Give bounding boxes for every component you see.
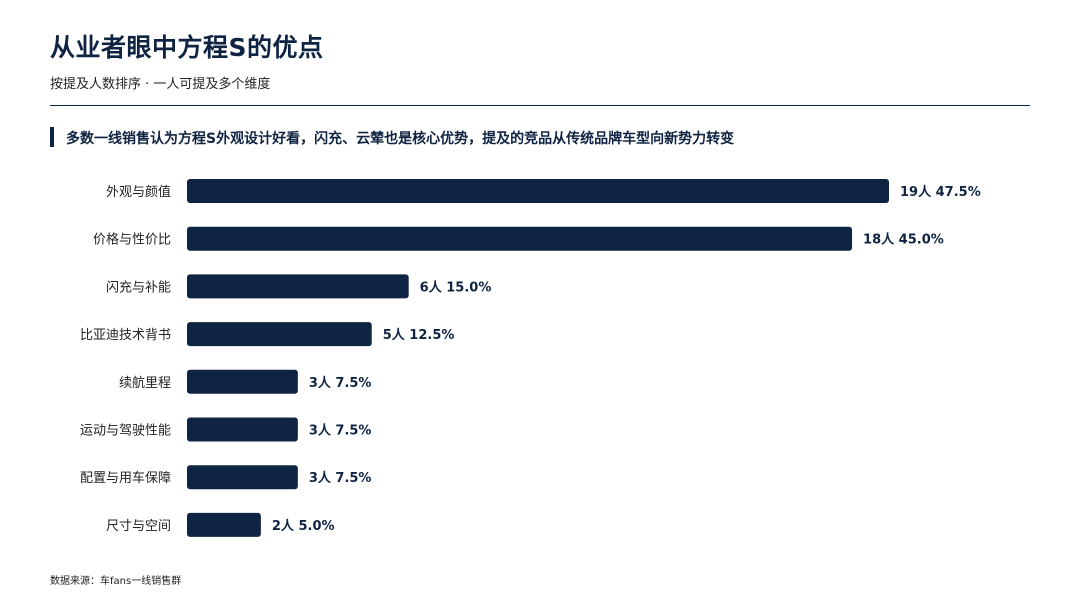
value-label: 5人 12.5% <box>383 327 455 343</box>
bar <box>187 322 372 347</box>
value-label: 3人 7.5% <box>309 470 372 486</box>
callout-accent-bar <box>50 127 54 147</box>
category-label: 价格与性价比 <box>93 232 171 248</box>
value-label: 2人 5.0% <box>272 518 335 534</box>
value-label: 3人 7.5% <box>309 423 372 439</box>
bar <box>187 465 298 490</box>
page-subtitle: 按提及人数排序 · 一人可提及多个维度 <box>50 77 271 92</box>
value-label: 18人 45.0% <box>863 232 944 248</box>
header-divider <box>50 105 1030 106</box>
category-label: 闪充与补能 <box>106 279 171 295</box>
category-label: 比亚迪技术背书 <box>80 328 171 343</box>
bar <box>187 226 853 251</box>
category-label: 配置与用车保障 <box>80 470 171 486</box>
bar <box>187 369 298 394</box>
category-label: 续航里程 <box>119 375 171 391</box>
value-label: 6人 15.0% <box>420 279 492 295</box>
category-label: 尺寸与空间 <box>106 519 171 534</box>
callout-text: 多数一线销售认为方程S外观设计好看，闪充、云辇也是核心优势，提及的竞品从传统品牌… <box>66 131 735 147</box>
category-label: 运动与驾驶性能 <box>80 424 171 439</box>
source-note: 数据来源：车fans一线销售群 <box>50 576 182 587</box>
bar <box>187 274 409 299</box>
value-label: 3人 7.5% <box>309 375 372 391</box>
bar <box>187 417 298 442</box>
bar <box>187 179 889 203</box>
category-label: 外观与颜值 <box>106 184 171 200</box>
bar <box>187 512 261 537</box>
value-label: 19人 47.5% <box>900 184 981 200</box>
page-title: 从业者眼中方程S的优点 <box>50 33 324 62</box>
